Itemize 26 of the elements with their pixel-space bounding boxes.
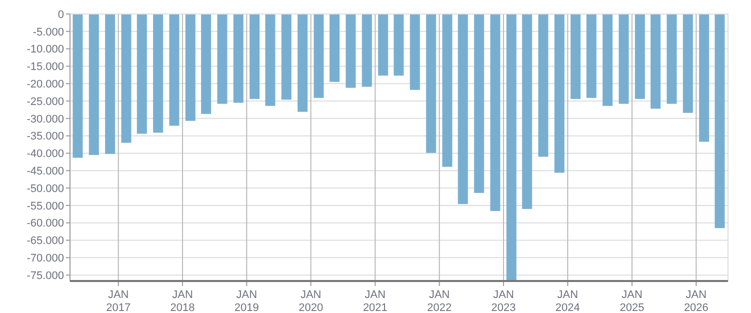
y-tick-label: -5.000 [32, 26, 64, 38]
x-tick-label: JAN 2018 [170, 289, 195, 313]
y-tick-label: -10.000 [26, 44, 64, 56]
y-tick-label: -30.000 [26, 113, 64, 126]
y-tick-label: -55.000 [26, 200, 64, 212]
y-tick-label: -60.000 [26, 218, 64, 230]
y-tick-label: -75.000 [26, 270, 64, 282]
x-tick-label: JAN 2019 [234, 289, 259, 313]
x-tick-label: JAN 2023 [491, 289, 516, 313]
y-tick-label: -35.000 [26, 130, 64, 143]
y-tick-label: -70.000 [26, 252, 64, 265]
y-tick-label: -40.000 [26, 148, 64, 160]
y-tick-label: -20.000 [26, 78, 64, 90]
y-tick-label: -15.000 [26, 61, 64, 74]
x-tick-label: JAN 2020 [298, 289, 324, 313]
x-tick-label: JAN 2025 [620, 289, 644, 313]
y-tick-label: 0 [58, 8, 64, 21]
x-tick-label: JAN 2021 [362, 289, 388, 313]
y-tick-label: -50.000 [26, 182, 64, 195]
x-tick-label: JAN 2022 [427, 289, 452, 313]
y-tick-label: -25.000 [26, 96, 64, 108]
y-tick-label: -45.000 [26, 166, 64, 178]
x-tick-label: JAN 2026 [684, 289, 708, 313]
x-tick-label: JAN 2024 [555, 289, 580, 313]
y-tick-label: -65.000 [26, 235, 64, 248]
x-tick-label: JAN 2017 [106, 289, 131, 313]
